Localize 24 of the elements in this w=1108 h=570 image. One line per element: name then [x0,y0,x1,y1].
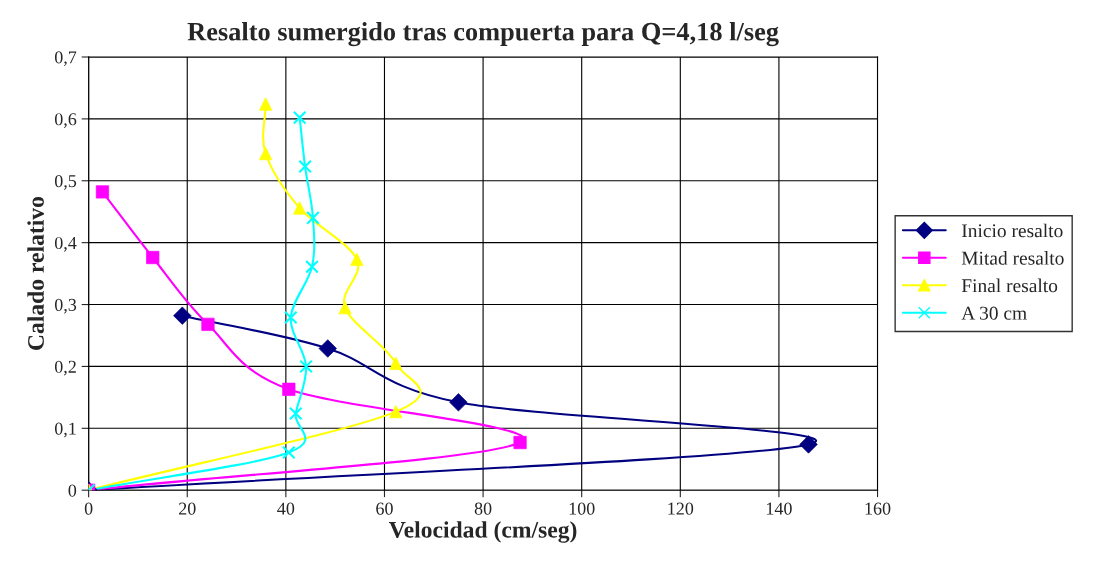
y-tick-label: 0 [68,484,77,497]
x-tick-label: 40 [277,502,295,515]
y-tick-label: 0,5 [54,175,77,190]
y-tick-label: 0,1 [54,422,76,438]
x-tick-label: 140 [766,502,792,515]
x-tick-label: 0 [84,502,93,515]
x-tick-label: 160 [865,502,891,515]
x-axis-title: Velocidad (cm/seg) [389,521,577,543]
legend-label: Final resalto [961,278,1058,293]
y-axis-title: Calado relativo [27,197,44,350]
chart-title: Resalto sumergido tras compuerta para Q=4,18 l/seg [187,22,779,47]
legend-label: Inicio resalto [961,223,1063,238]
y-tick-label: 0,6 [54,113,77,128]
x-tick-label: 20 [179,502,196,515]
x-tick-label: 80 [474,502,492,515]
x-tick-label: 100 [569,502,595,515]
y-tick-label: 0,4 [54,236,77,252]
y-tick-label: 0,2 [54,360,76,376]
y-tick-label: 0,3 [54,298,77,314]
y-tick-label: 0,7 [54,51,77,67]
x-tick-label: 60 [376,502,393,515]
x-tick-label: 120 [668,502,694,515]
legend-label: A 30 cm [961,306,1027,320]
legend-label: Mitad resalto [961,251,1064,265]
